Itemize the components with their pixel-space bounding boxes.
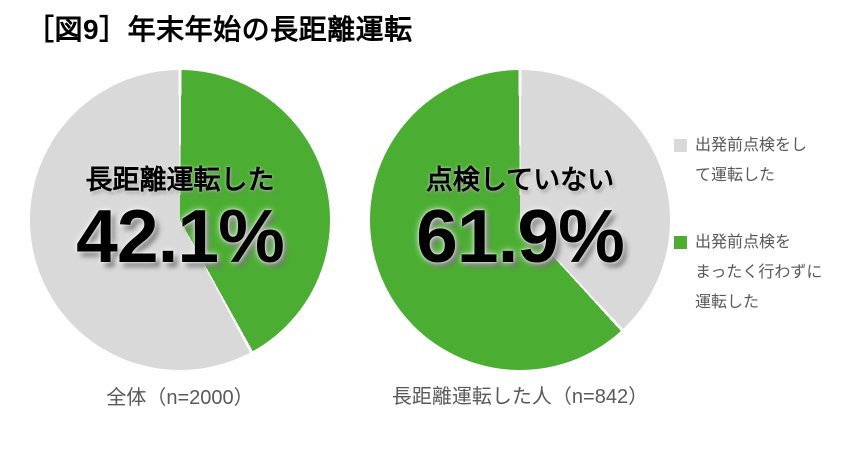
- legend-item-inspected: 出発前点検をし て運転した: [674, 131, 834, 191]
- legend-item-label: 出発前点検を まったく行わずに 運転した: [695, 228, 822, 318]
- pie-drivers-chart: [370, 70, 670, 370]
- legend-label-line: 出発前点検を: [695, 234, 792, 251]
- pie-drivers-caption: 長距離運転した人（n=842）: [391, 386, 649, 408]
- legend-label-line: まったく行わずに: [695, 264, 823, 281]
- pie-overall-caption: 全体（n=2000）: [106, 387, 254, 409]
- figure-title: ［図9］年末年始の長距離運転: [26, 14, 413, 45]
- legend-label-line: 出発前点検をし: [695, 137, 808, 154]
- legend-item-label: 出発前点検をし て運転した: [695, 131, 807, 191]
- pie-drivers-group: 点検していない 61.9%: [370, 70, 670, 370]
- pie-overall-group: 長距離運転した 42.1%: [30, 70, 330, 370]
- legend-swatch-gray: [674, 139, 687, 152]
- pie-overall-chart: [30, 70, 330, 370]
- legend-label-line: て運転した: [695, 167, 776, 184]
- legend-label-line: 運転した: [695, 294, 760, 311]
- chart-legend: 出発前点検をし て運転した 出発前点検を まったく行わずに 運転した: [674, 131, 834, 318]
- legend-item-not-inspected: 出発前点検を まったく行わずに 運転した: [674, 228, 834, 318]
- legend-swatch-green: [674, 236, 687, 249]
